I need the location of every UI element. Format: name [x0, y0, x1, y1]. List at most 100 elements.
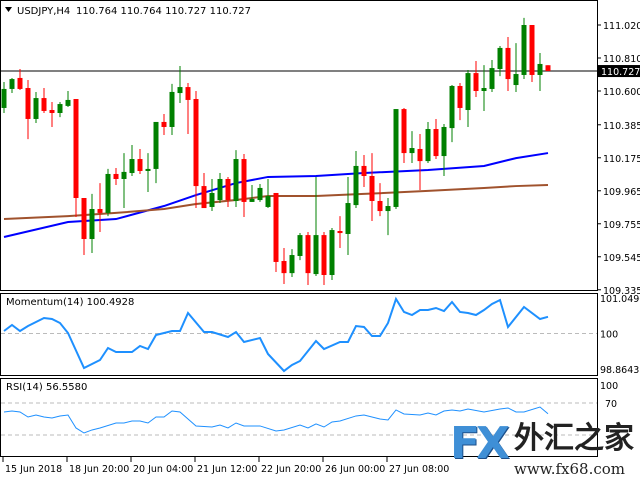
candle-bearish: [49, 110, 55, 113]
price-tick-label: 109.335: [603, 286, 640, 297]
watermark-logo: FX 外汇之家 www.fx68.com: [448, 420, 640, 480]
moving-average-fast: [3, 152, 549, 238]
candle-bullish: [409, 148, 415, 154]
candle-bearish: [529, 25, 535, 75]
watermark-fx: FX: [450, 418, 510, 469]
time-tick-label: 20 Jun 04:00: [133, 464, 193, 475]
candle-bullish: [345, 203, 351, 234]
candle-bullish: [177, 87, 183, 94]
candle-bearish: [361, 165, 367, 177]
candle-bullish: [209, 192, 215, 207]
candle-bearish: [201, 186, 207, 209]
price-tick-label: 111.020: [603, 21, 640, 32]
candle-bullish: [265, 195, 271, 207]
momentum-title: Momentum(14) 100.4928: [6, 297, 134, 308]
rsi-tick-label: 100: [600, 381, 618, 392]
rsi-pane[interactable]: RSI(14) 56.5580: [6, 382, 87, 393]
rsi-title: RSI(14) 56.5580: [6, 382, 87, 393]
candle-bullish: [65, 99, 71, 106]
candle-bearish: [185, 87, 191, 100]
time-tick-label: 18 Jun 20:00: [69, 464, 129, 475]
candle-bearish: [17, 77, 23, 89]
candle-bullish: [153, 121, 159, 169]
candle-bullish: [441, 126, 447, 157]
candle-bullish: [145, 168, 151, 171]
candle-bullish: [233, 159, 239, 201]
price-tick-label: 110.810: [603, 54, 640, 65]
watermark-brand: 外汇之家: [514, 421, 634, 456]
candle-bullish: [289, 255, 295, 274]
candle-bullish: [121, 171, 127, 179]
candle-bullish: [537, 63, 543, 75]
price-tick-label: 110.175: [603, 154, 640, 165]
candle-bearish: [369, 176, 375, 201]
watermark-url: www.fx68.com: [514, 460, 626, 478]
candle-bullish: [1, 88, 7, 108]
time-tick-label: 22 Jun 20:00: [261, 464, 321, 475]
candle-bearish: [305, 235, 311, 274]
candle-bearish: [241, 159, 247, 202]
candle-bullish: [513, 74, 519, 86]
candle-bullish: [393, 109, 399, 207]
candle-bearish: [417, 148, 423, 162]
candle-bullish: [105, 173, 111, 213]
candle-bearish: [161, 121, 167, 127]
momentum-tick-label: 101.0496: [600, 294, 640, 305]
candle-bullish: [449, 85, 455, 129]
momentum-tick-label: 98.8643: [600, 365, 639, 376]
candle-bullish: [217, 178, 223, 201]
candle-bearish: [377, 200, 383, 212]
candle-bullish: [249, 198, 255, 202]
candle-bullish: [497, 47, 503, 69]
candle-bearish: [225, 178, 231, 201]
price-tick-label: 110.600: [603, 87, 640, 98]
candle-bullish: [297, 235, 303, 256]
candle-bearish: [113, 173, 119, 179]
rsi-tick-label: 70: [605, 399, 617, 410]
candle-bullish: [169, 91, 175, 127]
candle-bullish: [129, 159, 135, 174]
candle-bearish: [473, 73, 479, 91]
price-pane[interactable]: USDJPY,H4 110.764 110.764 110.727 110.72…: [5, 6, 251, 17]
candle-bearish: [505, 47, 511, 80]
momentum-tick-label: 100: [600, 330, 618, 341]
candle-bearish: [401, 109, 407, 154]
candle-bullish: [465, 73, 471, 111]
ohlc-readout: 110.764 110.764 110.727 110.727: [76, 6, 251, 17]
candle-bearish: [273, 192, 279, 262]
candle-bullish: [521, 25, 527, 75]
candle-bullish: [481, 88, 487, 91]
candle-bullish: [329, 230, 335, 275]
time-tick-label: 26 Jun 00:00: [325, 464, 385, 475]
candle-bearish: [281, 261, 287, 274]
momentum-line: [3, 296, 549, 373]
candle-bearish: [433, 129, 439, 157]
current-price-label: 110.727: [601, 67, 640, 78]
chart-title: USDJPY,H4: [17, 6, 70, 17]
current-price-badge: [598, 65, 640, 78]
candle-bearish: [193, 99, 199, 187]
candle-bearish: [73, 99, 79, 199]
candle-bullish: [9, 79, 15, 89]
candle-bearish: [457, 85, 463, 108]
candle-bullish: [353, 165, 359, 206]
candle-bearish: [545, 65, 551, 72]
momentum-pane[interactable]: Momentum(14) 100.4928: [6, 297, 134, 308]
candle-bullish: [385, 206, 391, 212]
price-tick-label: 109.545: [603, 253, 640, 264]
collapse-arrow-icon[interactable]: [5, 7, 12, 12]
candle-bearish: [41, 98, 47, 111]
candle-bullish: [425, 129, 431, 162]
candle-bullish: [89, 209, 95, 240]
time-tick-label: 27 Jun 08:00: [389, 464, 449, 475]
candle-bearish: [337, 231, 343, 234]
candle-bullish: [313, 235, 319, 275]
time-tick-label: 21 Jun 12:00: [197, 464, 257, 475]
candle-bullish: [33, 98, 39, 119]
candle-bullish: [489, 68, 495, 89]
candle-bearish: [81, 198, 87, 240]
candle-bearish: [137, 159, 143, 171]
candle-bearish: [25, 88, 31, 119]
time-tick-label: 15 Jun 2018: [5, 464, 62, 475]
